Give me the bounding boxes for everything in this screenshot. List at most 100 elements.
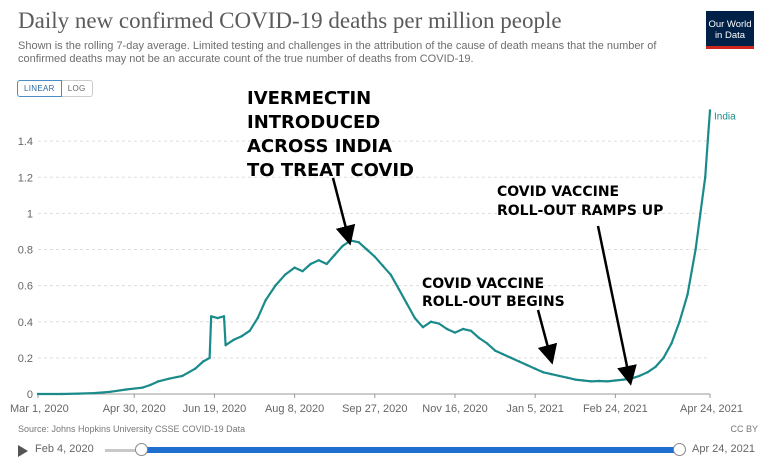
chart-title: Daily new confirmed COVID-19 deaths per … bbox=[18, 8, 562, 33]
line-chart: 0 0.2 0.4 0.6 0.8 1 1.2 1.4 Mar 1, 2020 Apr 30, … bbox=[10, 88, 743, 415]
x-tick-label: Aug 8, 2020 bbox=[265, 403, 324, 415]
data-point bbox=[525, 363, 529, 367]
data-point bbox=[638, 374, 641, 378]
data-point bbox=[168, 377, 171, 380]
data-point bbox=[606, 380, 609, 383]
data-point bbox=[703, 176, 707, 179]
data-point bbox=[341, 244, 344, 248]
data-point bbox=[193, 367, 197, 370]
log-scale-button[interactable]: LOG bbox=[61, 80, 93, 97]
data-point bbox=[699, 212, 702, 215]
data-point bbox=[349, 239, 352, 242]
data-point bbox=[405, 302, 409, 305]
data-point bbox=[92, 391, 96, 395]
data-point bbox=[509, 356, 513, 360]
data-point bbox=[670, 342, 673, 345]
data-point bbox=[533, 367, 537, 370]
data-point bbox=[224, 344, 227, 347]
data-point bbox=[413, 316, 417, 320]
data-point bbox=[317, 259, 320, 262]
data-point bbox=[181, 374, 184, 378]
data-point bbox=[365, 248, 368, 251]
data-point bbox=[283, 273, 287, 276]
logo-line-1: Our World bbox=[708, 19, 752, 30]
data-point bbox=[501, 353, 505, 356]
annotation-ivermectin-line: IVERMECTIN bbox=[247, 88, 371, 109]
linear-scale-button[interactable]: LINEAR bbox=[17, 80, 62, 97]
data-point bbox=[76, 392, 80, 395]
x-tick-label: Sep 27, 2020 bbox=[342, 403, 407, 415]
data-point bbox=[325, 262, 328, 266]
annotation-vaccine-ramps-line: ROLL-OUT RAMPS UP bbox=[497, 203, 663, 219]
data-point bbox=[301, 269, 304, 273]
timeline-track[interactable] bbox=[105, 449, 140, 452]
timeline-slider: Feb 4, 2020 Apr 24, 2021 bbox=[0, 438, 772, 462]
logo-line-2: in Data bbox=[714, 30, 746, 41]
data-point bbox=[694, 248, 697, 251]
data-point bbox=[149, 383, 152, 387]
data-point bbox=[622, 378, 625, 381]
x-tick-label: Feb 24, 2021 bbox=[583, 403, 648, 415]
annotation-ivermectin-arrow bbox=[331, 177, 356, 246]
annotation-vaccine-ramps-arrow bbox=[596, 225, 637, 386]
x-tick-label: Jun 19, 2020 bbox=[183, 403, 247, 415]
annotation-ivermectin-line: TO TREAT COVID bbox=[247, 160, 414, 181]
data-point bbox=[646, 371, 649, 374]
data-point bbox=[36, 392, 40, 396]
data-point bbox=[309, 262, 312, 266]
data-point bbox=[707, 130, 710, 134]
data-point bbox=[550, 372, 553, 376]
data-point bbox=[630, 377, 633, 380]
timeline-start-date: Feb 4, 2020 bbox=[35, 443, 94, 455]
annotation-vaccine-begins-line: COVID VACCINE bbox=[422, 276, 544, 292]
timeline-selected-range[interactable] bbox=[141, 447, 680, 453]
data-point bbox=[389, 273, 393, 276]
data-point bbox=[614, 379, 617, 382]
data-point bbox=[485, 342, 489, 345]
data-point bbox=[381, 264, 385, 267]
y-tick-label: 1.2 bbox=[18, 172, 33, 184]
data-point bbox=[662, 356, 665, 360]
y-tick-label: 0 bbox=[27, 389, 33, 401]
play-icon[interactable] bbox=[18, 445, 28, 457]
data-point bbox=[445, 327, 449, 331]
data-point bbox=[598, 379, 601, 383]
data-point bbox=[590, 380, 593, 383]
timeline-end-handle[interactable] bbox=[673, 443, 686, 456]
data-point bbox=[453, 331, 457, 334]
annotation-ivermectin-line: ACROSS INDIA bbox=[247, 136, 392, 157]
x-axis: Mar 1, 2020 Apr 30, 2020 Jun 19, 2020 Aug 8… bbox=[10, 394, 743, 415]
y-tick-label: 1.4 bbox=[18, 136, 33, 148]
data-point bbox=[208, 356, 211, 360]
annotation-vaccine-begins-arrow bbox=[536, 309, 558, 365]
data-point bbox=[477, 336, 481, 340]
data-point bbox=[493, 349, 497, 352]
owid-logo[interactable]: Our World in Data bbox=[706, 11, 754, 49]
data-point bbox=[373, 255, 377, 258]
data-point bbox=[333, 253, 336, 257]
data-point bbox=[566, 376, 569, 379]
y-tick-label: 0.4 bbox=[18, 317, 33, 329]
scale-toggle: LINEAR LOG bbox=[17, 80, 93, 97]
data-point bbox=[397, 288, 401, 291]
data-point bbox=[201, 360, 205, 363]
source-note: Source: Johns Hopkins University CSSE CO… bbox=[18, 424, 246, 434]
x-tick-label: Mar 1, 2020 bbox=[10, 403, 69, 415]
annotation-vaccine-ramps-line: COVID VACCINE bbox=[497, 184, 619, 200]
data-point bbox=[222, 315, 226, 318]
data-point bbox=[357, 241, 360, 244]
data-point bbox=[216, 316, 219, 320]
data-point bbox=[293, 266, 296, 269]
data-point bbox=[210, 315, 213, 318]
x-tick-label: Apr 30, 2020 bbox=[103, 403, 166, 415]
y-tick-label: 1 bbox=[27, 208, 33, 220]
data-point bbox=[582, 379, 585, 382]
data-point bbox=[654, 365, 657, 369]
timeline-start-handle[interactable] bbox=[135, 443, 148, 456]
data-point bbox=[708, 109, 712, 112]
license-note[interactable]: CC BY bbox=[730, 424, 758, 434]
x-tick-label: Jan 5, 2021 bbox=[506, 403, 564, 415]
data-point bbox=[558, 374, 561, 378]
annotation-vaccine-begins-line: ROLL-OUT BEGINS bbox=[422, 294, 565, 310]
chart-subtitle: Shown is the rolling 7-day average. Limi… bbox=[18, 40, 657, 65]
